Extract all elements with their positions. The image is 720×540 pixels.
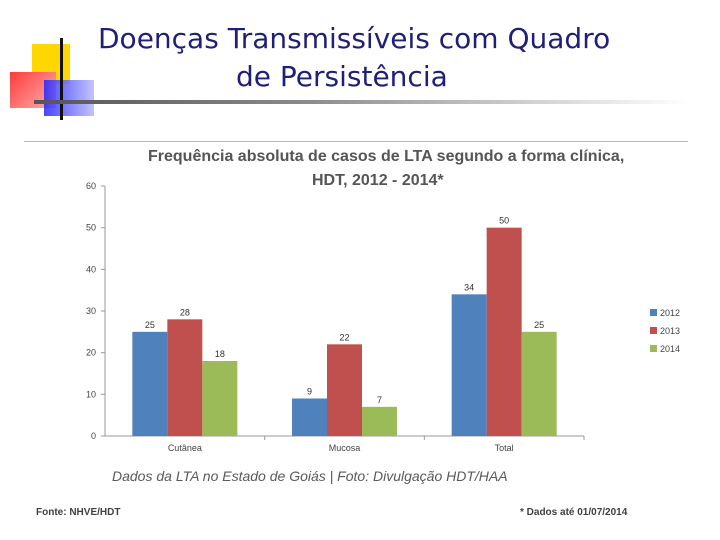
legend-swatch-2012 <box>650 309 657 316</box>
bar-value-label: 18 <box>215 349 225 359</box>
legend-label: 2013 <box>660 326 680 336</box>
x-category-label: Total <box>495 443 514 453</box>
bar-value-label: 34 <box>464 282 474 292</box>
bar-2013-1 <box>327 344 362 436</box>
bar-2013-0 <box>167 319 203 436</box>
bar-2012-1 <box>292 398 327 436</box>
chart-bars <box>132 227 557 436</box>
legend-swatch-2014 <box>650 345 657 352</box>
bar-2014-1 <box>362 406 397 436</box>
y-tick-label: 0 <box>91 431 96 441</box>
chart-title-line1: Frequência absoluta de casos de LTA segu… <box>148 148 625 165</box>
y-tick-label: 60 <box>86 181 96 191</box>
legend-swatch-2013 <box>650 327 657 334</box>
bar-value-label: 50 <box>499 216 509 226</box>
photo-caption: Dados da LTA no Estado de Goiás | Foto: … <box>112 468 508 484</box>
y-tick-label: 30 <box>86 306 96 316</box>
bar-2012-2 <box>451 294 487 436</box>
bar-value-label: 22 <box>339 332 349 342</box>
y-tick-label: 20 <box>86 348 96 358</box>
bar-value-label: 28 <box>180 307 190 317</box>
x-category-label: Mucosa <box>329 443 361 453</box>
title-underline <box>34 100 689 104</box>
y-tick-label: 10 <box>86 389 96 399</box>
y-tick-label: 40 <box>86 264 96 274</box>
slide-title-line2: de Persistência <box>236 60 448 93</box>
date-note: * Dados até 01/07/2014 <box>520 507 628 518</box>
bar-value-label: 25 <box>145 320 155 330</box>
chart-legend: 2012 2013 2014 <box>650 308 680 354</box>
source-note: Fonte: NHVE/HDT <box>36 507 121 518</box>
deco-blue-square <box>44 80 94 116</box>
slide-title-line1: Doenças Transmissíveis com Quadro <box>98 22 611 55</box>
chart-title-line2: HDT, 2012 - 2014* <box>312 172 444 189</box>
bar-value-label: 9 <box>307 387 312 397</box>
x-category-label: Cutânea <box>168 443 202 453</box>
bar-2012-0 <box>132 331 168 436</box>
bar-2013-2 <box>486 227 522 436</box>
bar-2014-0 <box>202 361 238 436</box>
bar-value-label: 25 <box>534 320 544 330</box>
legend-label: 2012 <box>660 308 680 318</box>
chart-labels: 0 10 20 30 40 50 60 Cutânea 25 28 18 Mucosa 9 22 7 Tota… <box>86 181 544 453</box>
bar-value-label: 7 <box>377 395 382 405</box>
y-tick-label: 50 <box>86 223 96 233</box>
legend-label: 2014 <box>660 344 680 354</box>
chart-top-border <box>24 141 688 142</box>
bar-2014-2 <box>521 331 557 436</box>
deco-vertical-line <box>60 38 63 120</box>
